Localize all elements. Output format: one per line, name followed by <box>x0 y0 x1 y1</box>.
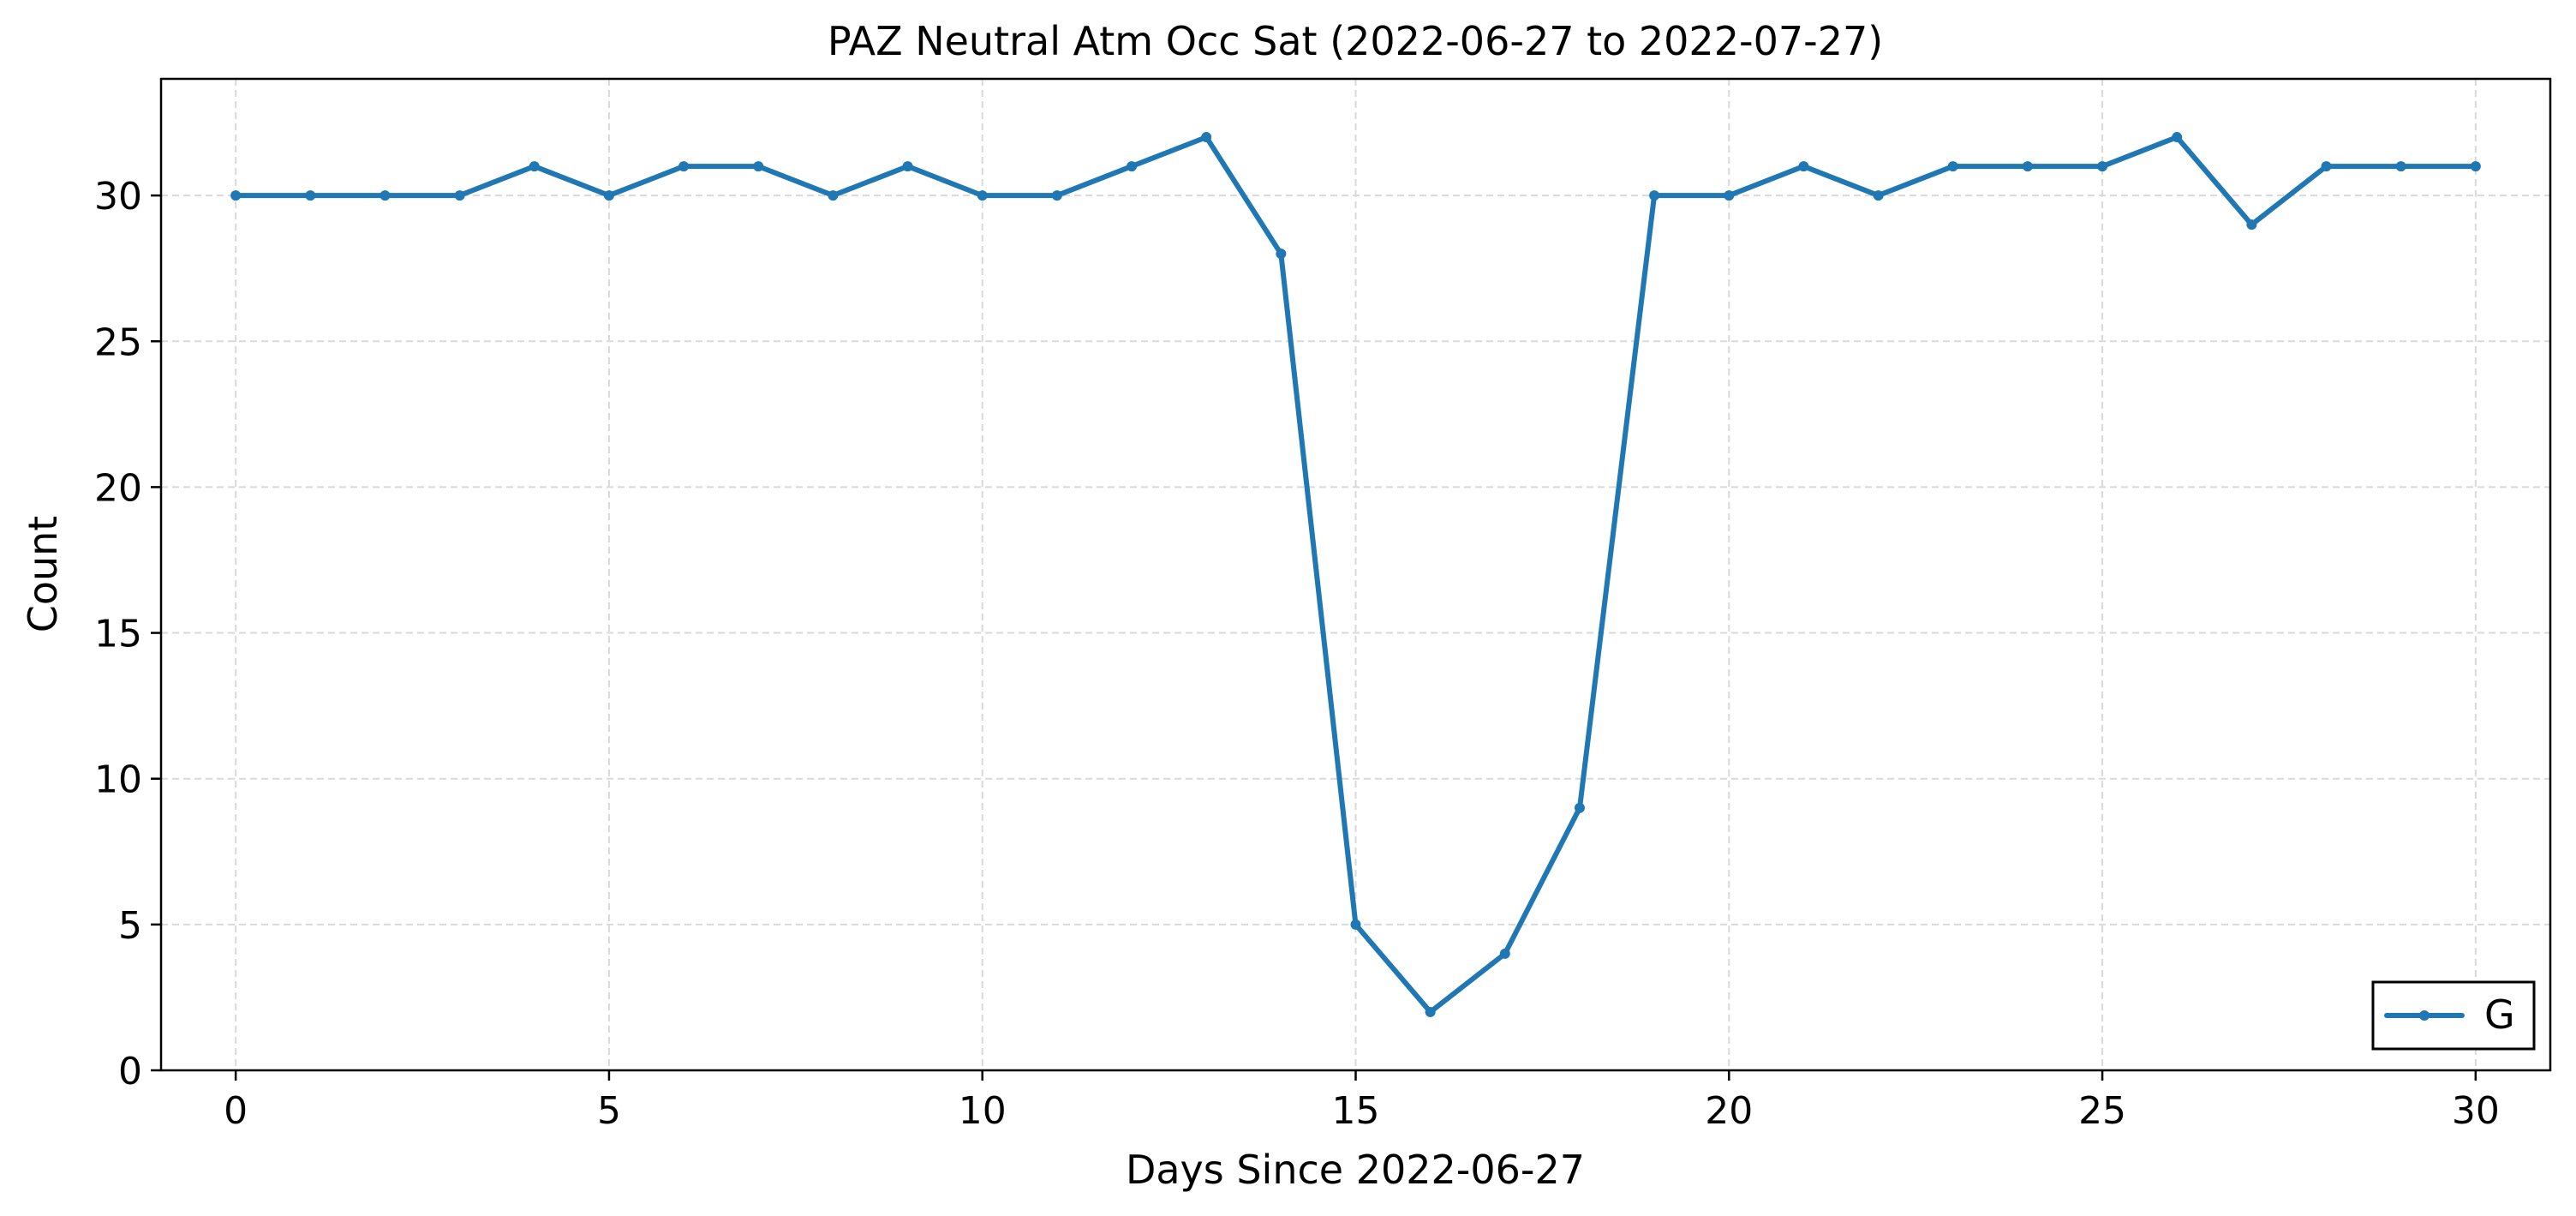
data-point <box>2470 161 2481 172</box>
data-point <box>2321 161 2332 172</box>
x-tick-label: 15 <box>1332 1089 1380 1133</box>
data-point <box>2395 161 2406 172</box>
x-axis-title: Days Since 2022-06-27 <box>1126 1147 1585 1193</box>
y-tick-label: 5 <box>118 904 142 948</box>
data-point <box>1574 802 1585 813</box>
data-point <box>828 190 839 201</box>
data-point <box>1798 161 1809 172</box>
data-point <box>2022 161 2033 172</box>
x-tick-label: 20 <box>1705 1089 1753 1133</box>
x-tick-label: 25 <box>2078 1089 2126 1133</box>
data-point <box>977 190 988 201</box>
y-tick-label: 25 <box>94 320 142 364</box>
data-point <box>454 190 465 201</box>
data-point <box>305 190 316 201</box>
chart-title: PAZ Neutral Atm Occ Sat (2022-06-27 to 2… <box>828 18 1883 64</box>
data-point <box>529 161 540 172</box>
data-point <box>902 161 913 172</box>
legend: G <box>2371 980 2536 1051</box>
data-point <box>1276 249 1287 260</box>
data-point <box>678 161 690 172</box>
x-tick-label: 0 <box>224 1089 248 1133</box>
data-point <box>230 190 242 201</box>
data-point <box>603 190 614 201</box>
data-point <box>753 161 764 172</box>
series-layer <box>230 132 2481 1017</box>
data-point <box>2246 219 2257 231</box>
y-tick-label: 20 <box>94 466 142 510</box>
x-tick-label: 30 <box>2452 1089 2500 1133</box>
y-tick-label: 15 <box>94 613 142 656</box>
data-point <box>2097 161 2108 172</box>
x-tick-label: 10 <box>959 1089 1007 1133</box>
data-point <box>1350 919 1361 930</box>
legend-marker <box>2419 1010 2430 1021</box>
data-point <box>1425 1006 1436 1017</box>
y-axis-title: Count <box>20 516 66 633</box>
x-tick-label: 5 <box>597 1089 621 1133</box>
data-point <box>1499 948 1510 959</box>
data-point <box>1127 161 1138 172</box>
data-point <box>1649 190 1660 201</box>
y-tick-label: 30 <box>94 175 142 219</box>
legend-label: G <box>2484 991 2515 1038</box>
y-tick-label: 10 <box>94 758 142 802</box>
data-point <box>1724 190 1735 201</box>
y-tick-label: 0 <box>118 1050 142 1093</box>
tick-layer: 0 5 10 15 20 25 30 0 5 10 15 20 25 30 <box>94 175 2500 1133</box>
data-point <box>1873 190 1884 201</box>
data-point <box>2172 132 2183 143</box>
data-point <box>1947 161 1958 172</box>
data-point <box>1051 190 1062 201</box>
data-point <box>1201 132 1212 143</box>
data-point <box>380 190 391 201</box>
